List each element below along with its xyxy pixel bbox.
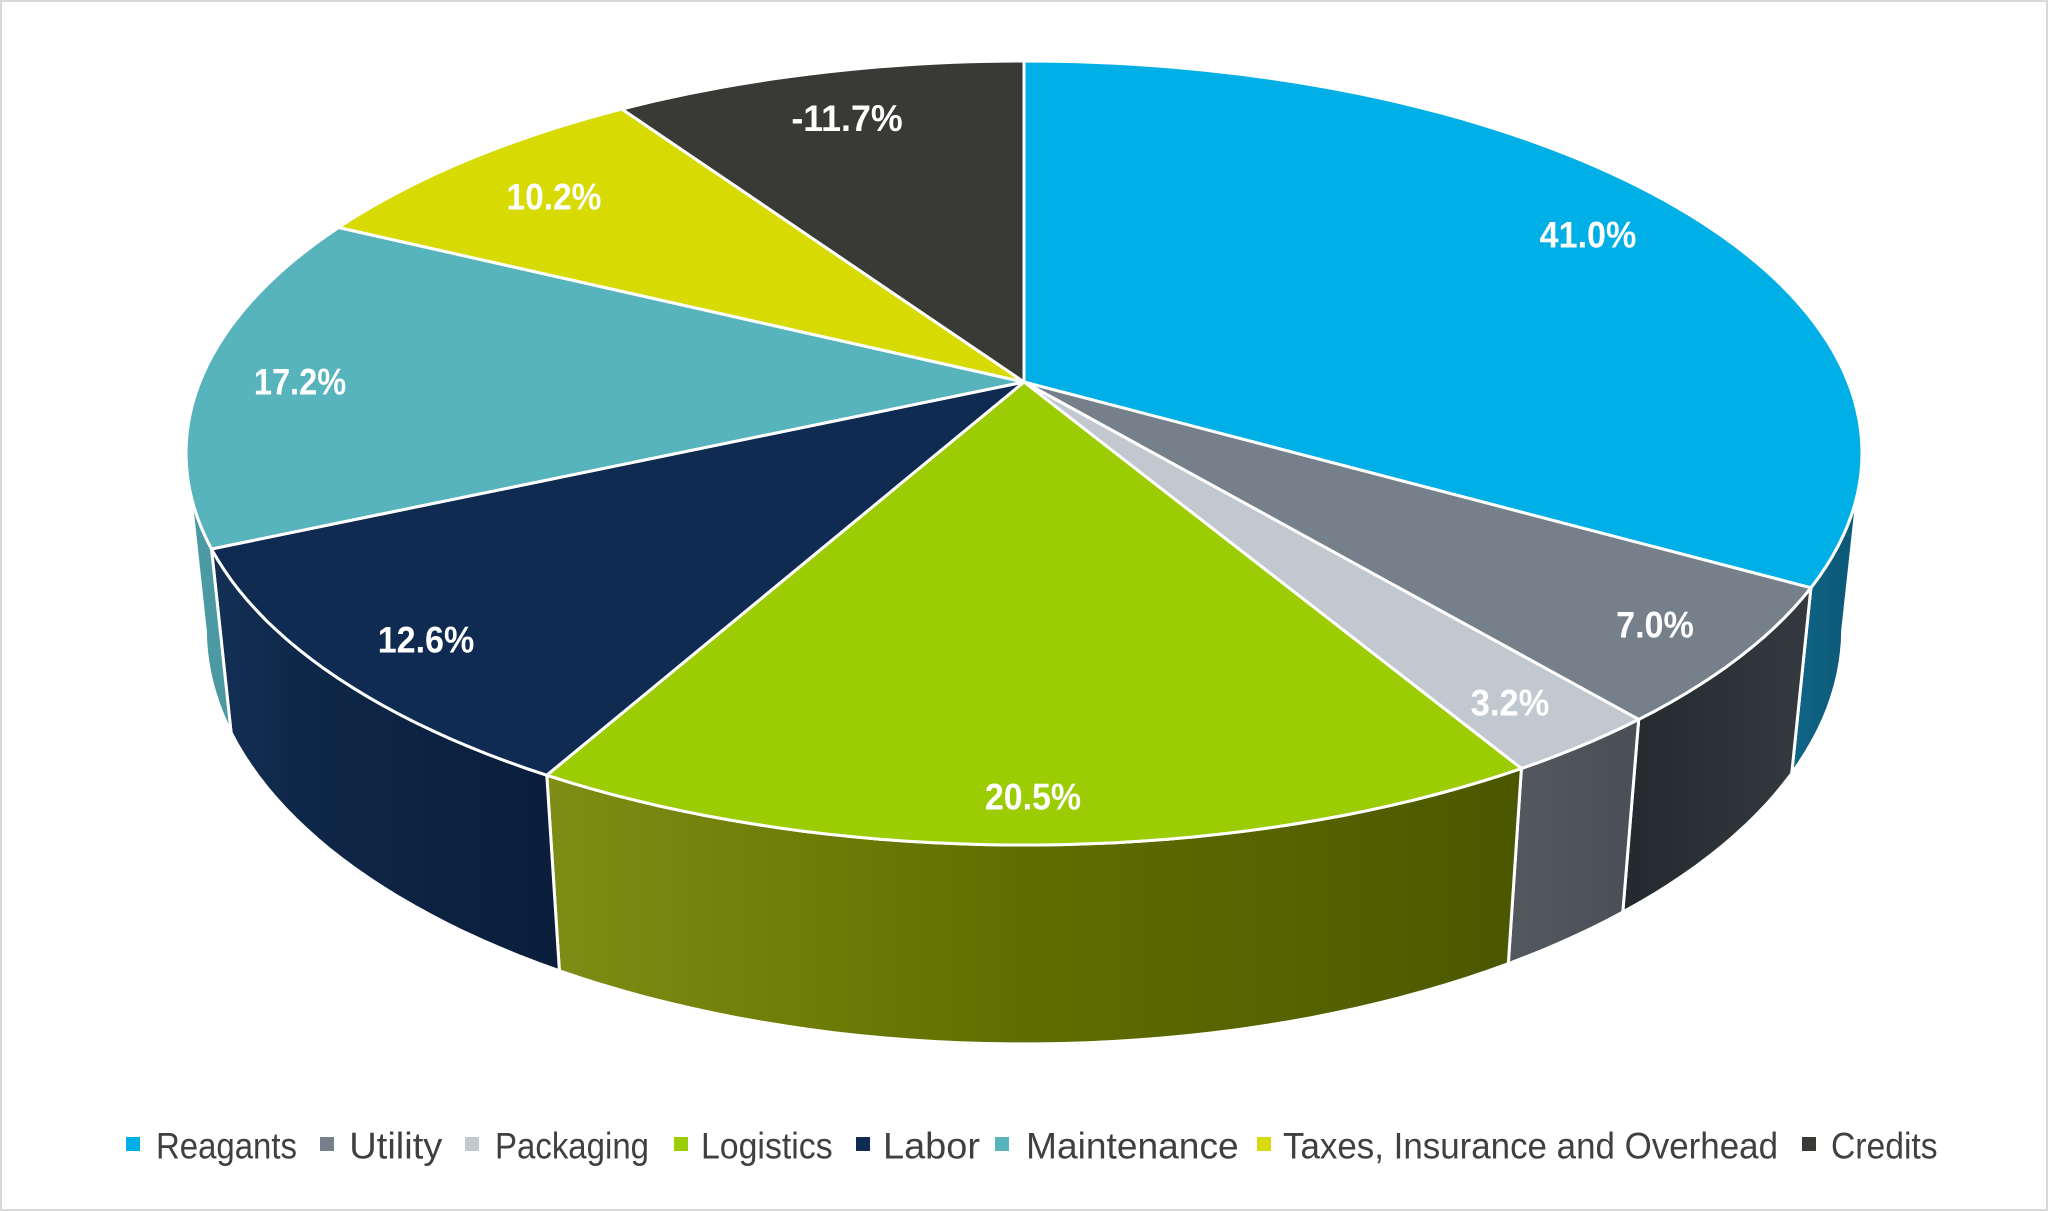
svg-text:Maintenance: Maintenance [1026,1126,1239,1167]
svg-text:10.2%: 10.2% [507,176,602,217]
svg-text:Logistics: Logistics [701,1126,833,1167]
svg-text:-11.7%: -11.7% [791,98,902,139]
svg-text:Labor: Labor [883,1126,980,1167]
svg-text:Reagants: Reagants [156,1126,297,1167]
svg-text:7.0%: 7.0% [1616,604,1694,645]
svg-text:3.2%: 3.2% [1471,682,1550,723]
svg-text:Credits: Credits [1831,1126,1938,1167]
svg-text:Taxes, Insurance and Overhead: Taxes, Insurance and Overhead [1283,1126,1778,1167]
svg-text:17.2%: 17.2% [254,361,346,402]
svg-text:12.6%: 12.6% [378,619,475,660]
svg-text:20.5%: 20.5% [985,776,1081,817]
svg-text:Packaging: Packaging [495,1126,649,1167]
svg-text:41.0%: 41.0% [1540,215,1637,256]
svg-text:Utility: Utility [349,1126,443,1167]
